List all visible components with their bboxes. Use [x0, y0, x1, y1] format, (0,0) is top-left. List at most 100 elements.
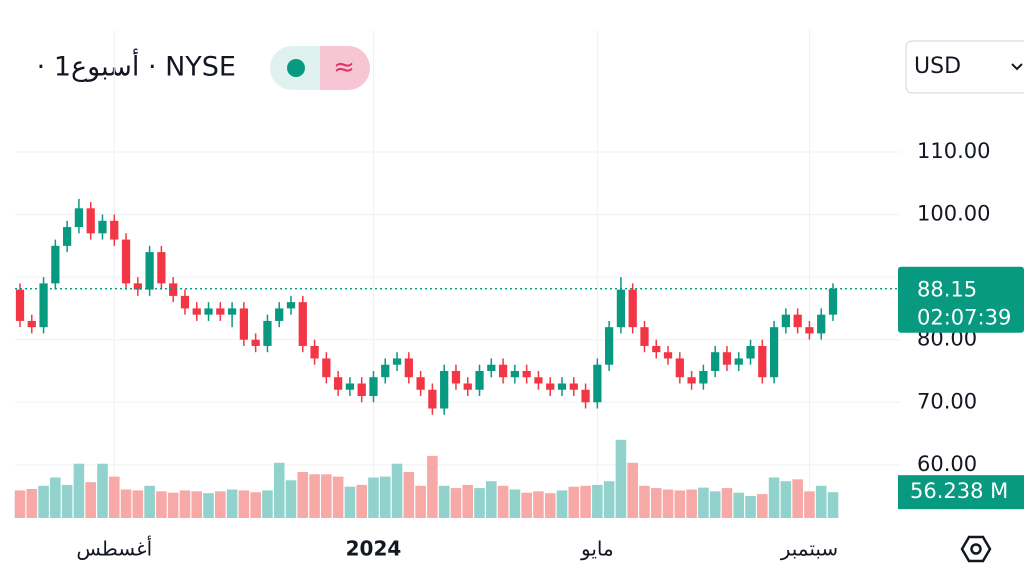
volume-bar	[403, 472, 415, 518]
volume-bar	[285, 480, 297, 518]
candle-body	[828, 288, 838, 315]
volume-bar	[61, 484, 73, 518]
candle-body	[546, 383, 555, 390]
volume-bar	[709, 491, 721, 518]
volume-bar	[262, 490, 273, 518]
candle-body	[110, 220, 119, 240]
volume-bar	[297, 472, 309, 518]
candle-body	[322, 358, 331, 378]
candle-body	[687, 377, 696, 384]
candle-body	[121, 239, 131, 284]
volume-bar	[662, 489, 674, 518]
volume-bar	[698, 487, 709, 518]
candle-body	[475, 370, 484, 390]
volume-bar	[733, 492, 745, 518]
volume-bar	[686, 489, 697, 518]
candle-body	[227, 308, 237, 315]
settings-dot	[970, 543, 982, 555]
candle-body	[734, 358, 743, 365]
candle-body	[498, 364, 508, 378]
y-tick-label: 100.00	[917, 202, 990, 226]
candle-body	[51, 245, 60, 284]
candle-body	[192, 308, 201, 315]
volume-bar	[580, 485, 591, 518]
volume-bar	[226, 489, 238, 518]
volume-bar	[639, 485, 650, 518]
volume-bar	[120, 489, 132, 518]
volume-bar	[97, 463, 108, 518]
currency-select[interactable]: USD	[905, 40, 1024, 94]
candle-body	[392, 358, 402, 365]
volume-label: 56.238 M	[910, 479, 1008, 503]
volume-bar	[191, 491, 203, 518]
x-tick-label: 2024	[346, 537, 402, 561]
last-price-tag	[898, 266, 1024, 333]
volume-bar	[332, 476, 344, 518]
volume-bar	[462, 484, 474, 518]
y-tick-label: 70.00	[917, 389, 977, 413]
candle-body	[286, 302, 296, 309]
candle-body	[593, 364, 602, 403]
candle-body	[381, 364, 390, 378]
candle-body	[440, 370, 449, 409]
candle-body	[581, 389, 590, 403]
candle-body	[357, 383, 366, 396]
volume-bar	[156, 491, 167, 518]
candle-body	[805, 327, 814, 334]
candle-body	[263, 320, 272, 346]
y-tick-label: 60.00	[917, 452, 977, 476]
volume-bar	[415, 485, 426, 518]
candle-body	[534, 377, 543, 384]
candle-body	[746, 345, 755, 359]
volume-bar	[427, 455, 438, 518]
candle-body	[74, 208, 84, 228]
volume-bar	[815, 485, 827, 518]
volume-bar	[745, 495, 756, 518]
select-box	[905, 40, 1024, 94]
indicator-toggle[interactable]: ≈	[270, 46, 370, 90]
candle-body	[487, 364, 496, 371]
candle-body	[817, 314, 826, 334]
volume-bar	[486, 481, 497, 518]
volume-bar	[757, 494, 768, 518]
candle-body	[63, 227, 72, 246]
last-price-label: 88.15	[917, 278, 977, 302]
volume-bar	[215, 491, 226, 518]
candle-body	[652, 345, 661, 353]
candle-body	[699, 370, 708, 384]
volume-bar	[132, 490, 144, 518]
candle-body	[334, 377, 343, 390]
volume-bar	[379, 476, 391, 518]
candle-body	[416, 377, 425, 390]
volume-bar	[73, 463, 85, 518]
volume-bar	[321, 474, 332, 518]
volume-bar	[108, 476, 120, 518]
candle-body	[616, 289, 626, 328]
volume-bar	[179, 490, 191, 518]
candle-body	[557, 383, 567, 390]
candle-body	[239, 308, 248, 340]
candle-body	[345, 383, 355, 390]
candle-body	[451, 370, 461, 384]
volume-bar	[509, 489, 521, 518]
settings-button[interactable]	[960, 535, 992, 563]
candle-body	[569, 383, 578, 390]
volume-bar	[250, 492, 261, 518]
volume-bar	[627, 462, 638, 518]
volume-bar	[650, 488, 662, 518]
candle-body	[675, 358, 684, 378]
candle-body	[216, 308, 225, 315]
volume-tag	[898, 475, 1024, 510]
volume-bar	[50, 477, 61, 518]
candle-body	[628, 289, 637, 328]
volume-bar	[144, 485, 155, 518]
y-tick-label: 110.00	[917, 139, 990, 163]
volume-bar	[792, 479, 803, 518]
candle-body	[769, 327, 779, 378]
volume-bar	[38, 485, 49, 518]
volume-bar	[674, 490, 686, 518]
volume-bar	[568, 486, 580, 518]
candle-body	[522, 370, 531, 378]
candle-body	[251, 339, 260, 346]
